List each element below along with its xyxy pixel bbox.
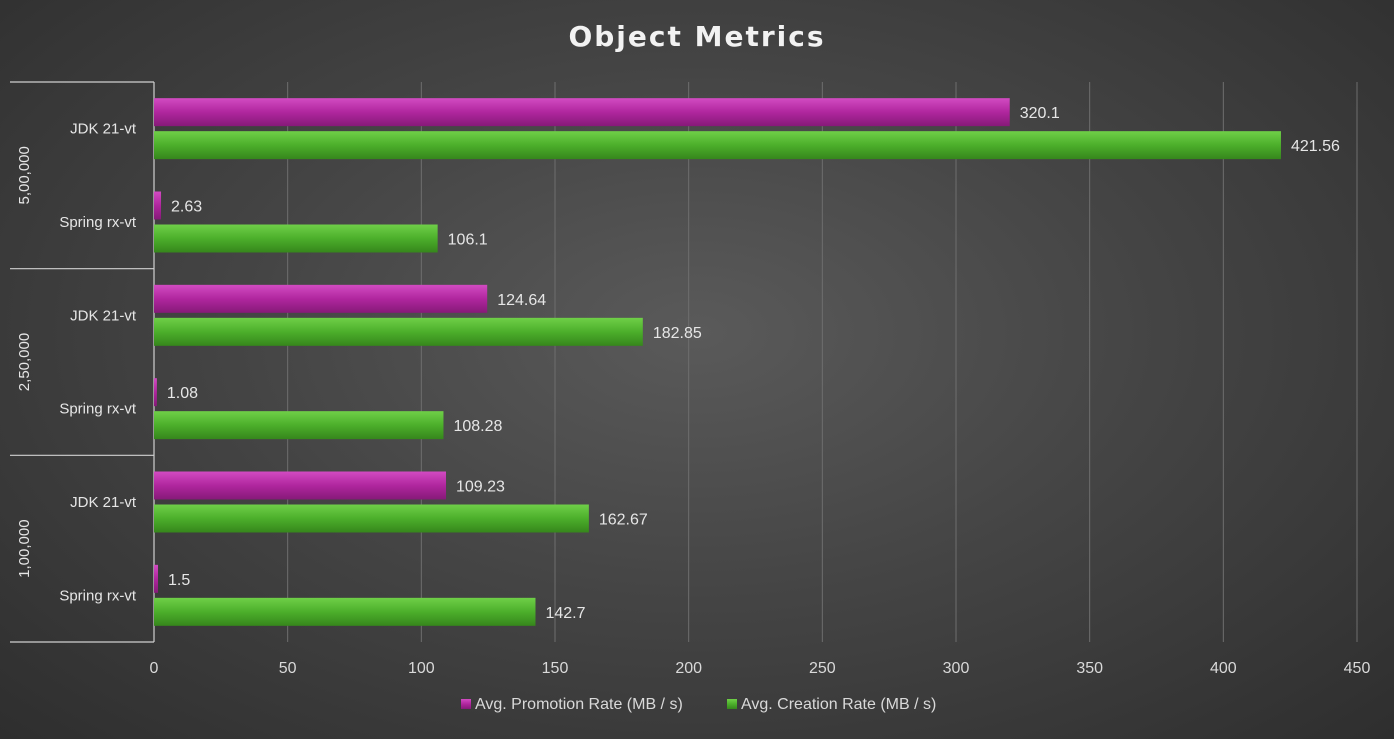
axes xyxy=(10,81,155,643)
bar xyxy=(154,98,1010,127)
bar xyxy=(154,191,162,220)
data-label: 320.1 xyxy=(1020,105,1060,122)
x-tick-label: 50 xyxy=(279,660,297,677)
bar xyxy=(154,411,444,440)
bar xyxy=(154,471,447,500)
category-label: JDK 21-vt xyxy=(70,121,137,138)
bars xyxy=(154,98,1281,626)
group-label: 2,50,000 xyxy=(16,333,33,391)
legend-label: Avg. Promotion Rate (MB / s) xyxy=(475,696,683,713)
bar xyxy=(154,597,536,626)
data-label: 106.1 xyxy=(448,232,488,249)
x-tick-label: 200 xyxy=(675,660,702,677)
bar xyxy=(154,504,589,533)
category-label: Spring rx-vt xyxy=(59,587,137,604)
legend: Avg. Promotion Rate (MB / s) Avg. Creatio… xyxy=(461,696,936,713)
bar xyxy=(154,284,488,313)
x-tick-label: 0 xyxy=(150,660,159,677)
data-label: 1.5 xyxy=(168,572,190,589)
category-label: Spring rx-vt xyxy=(59,401,137,418)
group-labels: 5,00,000 2,50,000 1,00,000 xyxy=(16,146,33,578)
data-label: 421.56 xyxy=(1291,138,1340,155)
legend-swatch xyxy=(461,699,471,709)
x-tick-label: 450 xyxy=(1344,660,1371,677)
x-tick-label: 400 xyxy=(1210,660,1237,677)
chart-title: Object Metrics xyxy=(568,20,825,53)
data-label: 124.64 xyxy=(497,292,546,309)
data-label: 109.23 xyxy=(456,479,505,496)
x-tick-label: 250 xyxy=(809,660,836,677)
legend-swatch xyxy=(727,699,737,709)
bar xyxy=(154,224,438,253)
data-label: 108.28 xyxy=(453,418,502,435)
group-label: 5,00,000 xyxy=(16,146,33,204)
data-label: 2.63 xyxy=(171,199,202,216)
category-labels: JDK 21-vt Spring rx-vt JDK 21-vt Spring rx-… xyxy=(59,121,137,605)
x-tick-label: 300 xyxy=(943,660,970,677)
legend-label: Avg. Creation Rate (MB / s) xyxy=(741,696,936,713)
gridlines xyxy=(287,82,1358,642)
group-label: 1,00,000 xyxy=(16,519,33,577)
data-label: 162.67 xyxy=(599,512,648,529)
data-label: 1.08 xyxy=(167,385,198,402)
bar-labels: 320.1 421.56 2.63 106.1 124.64 182.85 1.08 108.… xyxy=(167,105,1340,622)
bar xyxy=(154,317,643,346)
data-label: 142.7 xyxy=(545,605,585,622)
bar xyxy=(154,564,159,593)
x-tick-label: 150 xyxy=(542,660,569,677)
data-label: 182.85 xyxy=(653,325,702,342)
category-label: JDK 21-vt xyxy=(70,494,137,511)
category-label: Spring rx-vt xyxy=(59,214,137,231)
category-label: JDK 21-vt xyxy=(70,307,137,324)
x-axis-ticks: 0 50 100 150 200 250 300 350 400 450 xyxy=(150,660,1371,677)
bar xyxy=(154,378,157,407)
x-tick-label: 350 xyxy=(1076,660,1103,677)
bar xyxy=(154,131,1281,160)
x-tick-label: 100 xyxy=(408,660,435,677)
